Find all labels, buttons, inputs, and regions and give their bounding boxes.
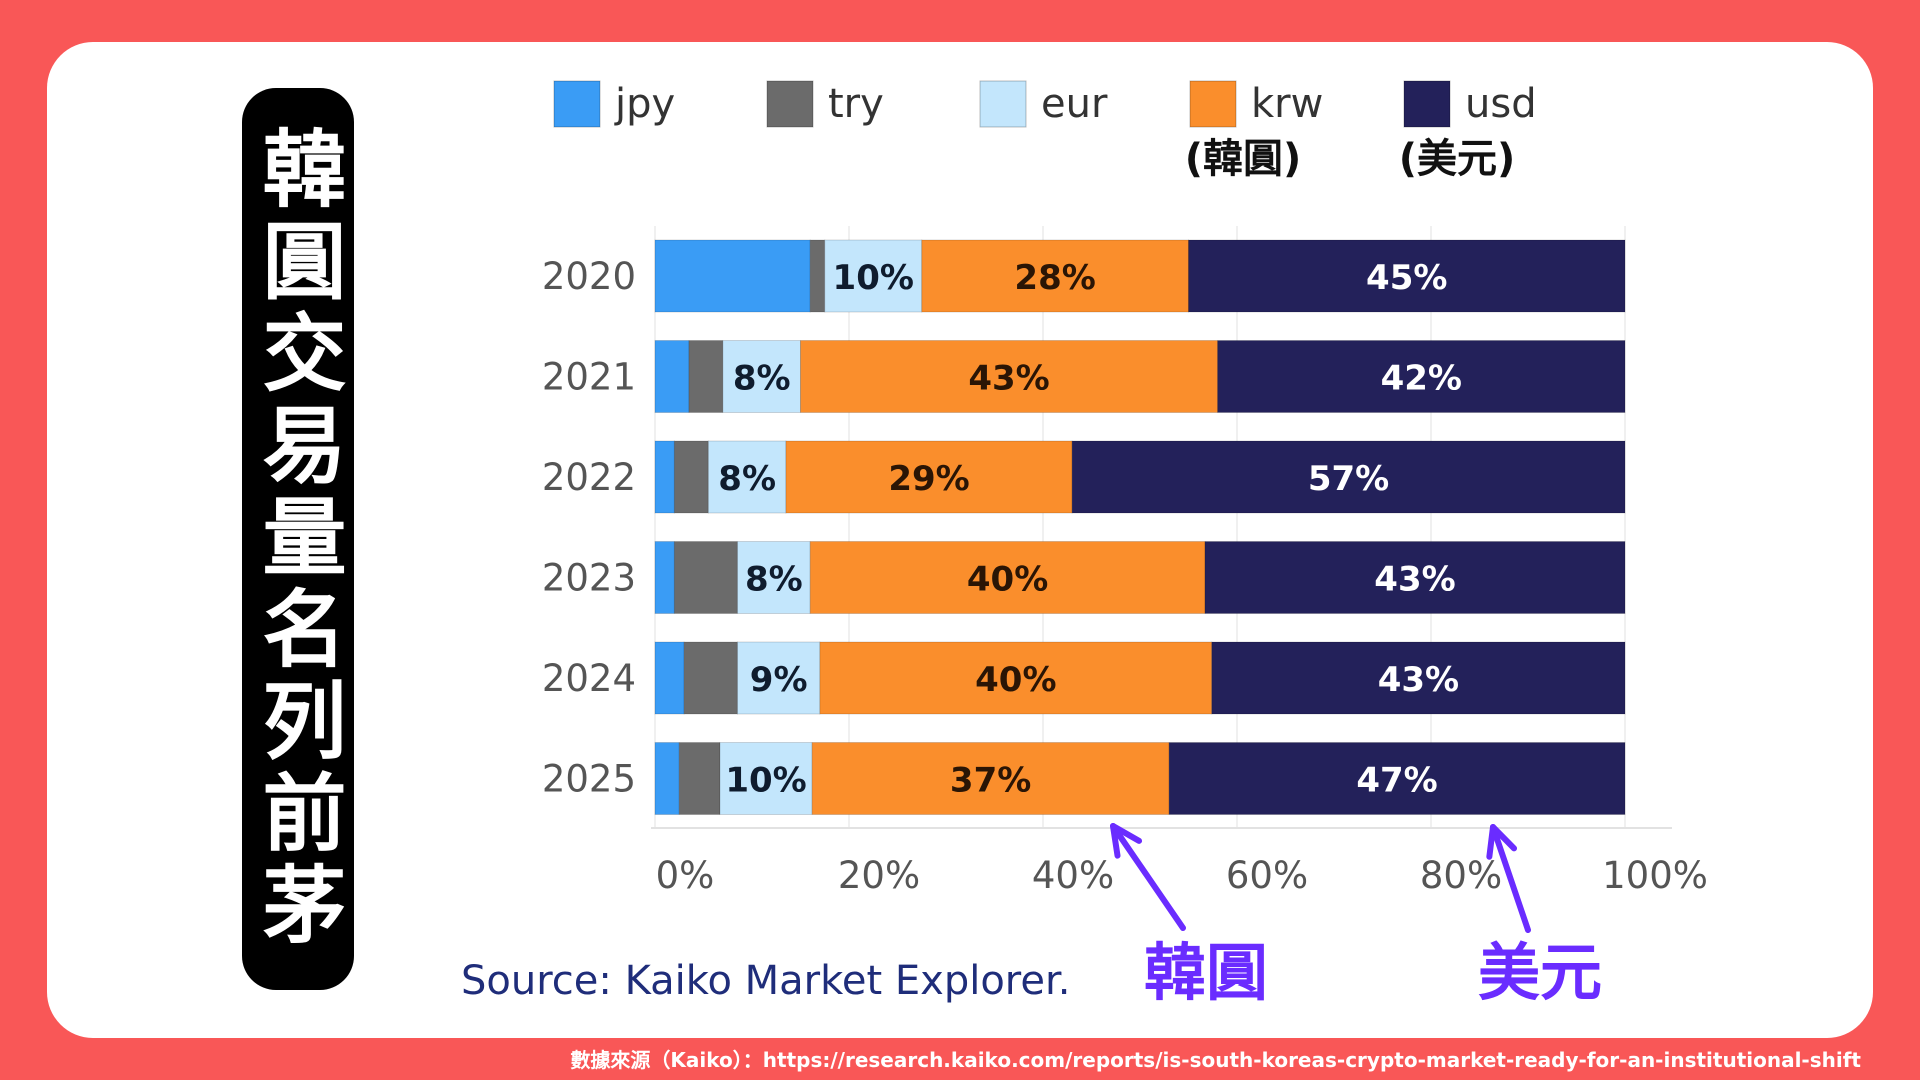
arrow-usd-shaft (1490, 824, 1531, 933)
legend-swatch-usd (1403, 80, 1451, 128)
bar-segment-jpy (654, 742, 680, 815)
legend-label-eur: eur (1041, 81, 1108, 127)
bar-segment-krw (809, 541, 1206, 614)
x-tick-label: 40% (1032, 854, 1114, 897)
bar-segment-jpy (654, 239, 811, 313)
y-tick-label: 2021 (542, 356, 636, 399)
bar-segment-eur (824, 239, 923, 313)
bar-segment-krw (785, 440, 1073, 514)
data-label: 28% (1014, 258, 1095, 298)
bar-segment-try (673, 440, 709, 514)
data-label: 10% (725, 761, 806, 801)
y-tick-label: 2022 (542, 456, 636, 499)
bar-segment-usd (1168, 742, 1626, 815)
bar-segment-krw (800, 340, 1219, 413)
bar-segment-usd (1211, 641, 1626, 715)
y-tick-label: 2024 (542, 657, 636, 700)
data-label: 29% (888, 459, 969, 499)
arrow-usd-head (1486, 824, 1518, 860)
bar-segment-jpy (654, 641, 685, 715)
annotation-krw-label: 韓圓 (1144, 936, 1269, 1009)
y-tick-label: 2020 (542, 255, 636, 298)
bar-segment-try (688, 340, 724, 413)
data-label: 43% (1378, 660, 1459, 700)
data-label: 8% (745, 560, 803, 600)
data-label: 8% (733, 359, 791, 399)
legend-swatch-eur (979, 80, 1027, 128)
bar-segment-krw (921, 239, 1189, 313)
bar-segment-jpy (654, 440, 675, 514)
legend-label-krw: krw (1251, 81, 1323, 127)
legend-sublabel-usd: (美元) (1399, 136, 1516, 182)
data-label: 8% (718, 459, 776, 499)
page-title: 韓圓交易量名列前茅 (249, 125, 347, 953)
data-label: 37% (950, 761, 1031, 801)
arrow-krw-shaft (1110, 823, 1186, 931)
bar-segment-jpy (654, 541, 675, 614)
title-pill: 韓圓交易量名列前茅 (242, 88, 354, 990)
y-tick-label: 2023 (542, 557, 636, 600)
data-label: 45% (1366, 258, 1447, 298)
legend-swatch-jpy (553, 80, 601, 128)
bar-segment-usd (1071, 440, 1626, 514)
data-label: 42% (1381, 359, 1462, 399)
annotation-usd-label: 美元 (1478, 936, 1603, 1009)
bar-segment-try (683, 641, 738, 715)
legend-swatch-try (766, 80, 814, 128)
bar-segment-try (673, 541, 738, 614)
bar-segment-eur (736, 641, 821, 715)
data-label: 10% (833, 258, 914, 298)
bar-segment-usd (1188, 239, 1626, 313)
x-tick-label: 60% (1226, 854, 1308, 897)
bar-segment-krw (811, 742, 1170, 815)
y-tick-label: 2025 (542, 758, 636, 801)
bar-segment-eur (736, 541, 811, 614)
source-note: Source: Kaiko Market Explorer. (461, 958, 1071, 1004)
bar-segment-eur (722, 340, 802, 413)
bar-segment-try (678, 742, 721, 815)
data-label: 57% (1308, 459, 1389, 499)
data-label: 40% (967, 560, 1048, 600)
legend-label-usd: usd (1465, 81, 1537, 127)
x-tick-label: 100% (1602, 854, 1708, 897)
footer-source-url: 數據來源（Kaiko）：https://research.kaiko.com/r… (570, 1048, 1861, 1072)
bar-segment-eur (707, 440, 787, 514)
data-label: 47% (1356, 761, 1437, 801)
bar-segment-try (809, 239, 826, 313)
data-label: 43% (1374, 560, 1455, 600)
data-label: 43% (968, 359, 1049, 399)
legend-label-try: try (828, 81, 884, 127)
bar-segment-jpy (654, 340, 690, 413)
data-label: 9% (750, 660, 808, 700)
legend-sublabel-krw: (韓圓) (1185, 136, 1302, 182)
bar-segment-eur (719, 742, 813, 815)
data-label: 40% (975, 660, 1056, 700)
legend-label-jpy: jpy (614, 81, 675, 127)
arrow-krw-head (1110, 823, 1143, 859)
bar-segment-krw (819, 641, 1213, 715)
x-tick-label: 0% (656, 854, 715, 897)
x-tick-label: 80% (1420, 854, 1502, 897)
bar-segment-usd (1217, 340, 1626, 413)
bar-segment-usd (1204, 541, 1626, 614)
legend-swatch-krw (1189, 80, 1237, 128)
x-tick-label: 20% (838, 854, 920, 897)
